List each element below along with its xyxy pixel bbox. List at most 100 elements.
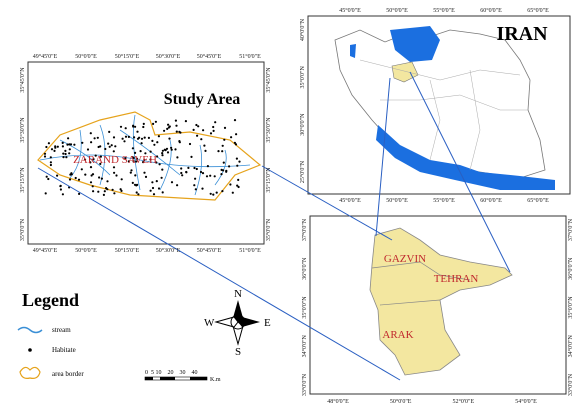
habitat-point (132, 160, 135, 163)
habitat-point (114, 145, 117, 148)
habitat-point (84, 173, 87, 176)
coordinate-label: 35°0'0"N (301, 296, 308, 319)
habitat-point (206, 165, 209, 168)
habitat-point (202, 129, 205, 132)
coordinate-label: 33°0'0"N (567, 373, 574, 396)
coordinate-label: 35°0'0"N (567, 296, 574, 319)
habitat-point (61, 141, 64, 144)
compass-s: S (235, 346, 241, 358)
habitat-point (143, 171, 146, 174)
habitat-point (54, 145, 57, 148)
habitat-point (147, 136, 150, 139)
habitat-point (170, 146, 173, 149)
habitat-point (104, 147, 107, 151)
province-borders (359, 59, 528, 171)
coordinate-label: 50°0'0"E (390, 398, 412, 405)
habitat-point (110, 144, 113, 147)
coordinate-label: 36°0'0"N (567, 257, 574, 280)
habitat-point (77, 178, 81, 181)
legend-item: Habitate (52, 346, 76, 354)
area-border (37, 111, 262, 201)
habitat-point (170, 181, 174, 184)
habitat-point (69, 143, 73, 146)
habitat-point (201, 172, 205, 175)
coordinate-label: 50°15'0"E (115, 53, 140, 60)
legend-item: stream (52, 326, 71, 334)
coordinate-label: 52°0'0"E (453, 398, 475, 405)
habitat-point (89, 132, 92, 135)
habitat-point (130, 169, 133, 172)
habitat-point (100, 177, 103, 180)
habitat-point (111, 188, 114, 191)
coordinate-label: 50°15'0"E (115, 247, 140, 254)
habitat-point (209, 174, 212, 177)
habitat-point (56, 145, 59, 148)
habitat-point (132, 125, 135, 128)
habitat-point (49, 156, 52, 159)
habitat-point (56, 174, 59, 177)
habitat-point (62, 156, 65, 159)
coordinate-label: 45°0'0"E (339, 7, 361, 14)
coordinate-label: 35°30'0"N (19, 117, 26, 143)
habitat-point (113, 192, 116, 195)
habitat-point (49, 163, 53, 167)
habitat-point (238, 160, 241, 163)
habitat-point (70, 172, 73, 175)
coordinate-label: 35°45'0"N (265, 67, 272, 93)
coordinate-label: 35°0'0"N (299, 66, 306, 89)
habitat-point (89, 161, 92, 164)
habitat-point (59, 185, 62, 188)
habitat-point (151, 139, 154, 142)
habitat-point (142, 125, 145, 129)
persian-gulf (376, 125, 555, 190)
habitat-point (68, 148, 71, 151)
habitat-point (212, 193, 215, 196)
habitat-point (204, 149, 207, 152)
coordinate-label: 50°45'0"E (197, 247, 222, 254)
coordinate-label: 50°30'0"E (156, 53, 181, 60)
compass-e: E (264, 317, 271, 329)
habitat-point (135, 160, 138, 163)
habitat-point (113, 171, 116, 174)
habitat-point (49, 161, 53, 164)
habitat-point (99, 162, 102, 165)
habitat-point (89, 181, 93, 184)
habitat-point (136, 137, 140, 140)
habitat-point (91, 173, 95, 176)
habitat-point (139, 150, 142, 153)
coordinate-label: 65°0'0"E (527, 197, 549, 204)
habitat-point (108, 130, 111, 133)
habitat-point (68, 178, 72, 181)
habitat-point (47, 142, 51, 145)
habitat-point (134, 151, 137, 154)
habitat-point (154, 120, 157, 123)
habitat-point (115, 174, 118, 177)
habitat-point (43, 155, 47, 158)
habitat-point (45, 175, 48, 178)
province-label: TEHRAN (434, 273, 479, 285)
habitat-point (108, 145, 111, 148)
scale-ticks: 0 5 10 20 30 40 (145, 370, 198, 376)
coordinate-label: 35°45'0"N (19, 67, 26, 93)
habitat-point (136, 183, 139, 186)
habitat-point (120, 178, 123, 181)
province-label: GAZVIN (384, 253, 426, 265)
province-borders-detail (371, 261, 471, 306)
habitat-point (184, 120, 187, 123)
habitat-point (220, 168, 223, 171)
legend-item: area border (52, 370, 84, 378)
habitat-point (134, 125, 137, 128)
habitat-point (142, 161, 145, 164)
habitat-point (175, 130, 178, 133)
habitat-point (106, 188, 109, 191)
habitat-point (209, 132, 213, 135)
habitat-point (119, 125, 123, 128)
habitat-point (155, 180, 158, 183)
axis-labels: 45°0'0"E 50°0'0"E 55°0'0"E 60°0'0"E 65°0'0"E… (19, 7, 574, 405)
habitat-point (68, 143, 71, 146)
habitat-point (140, 137, 144, 140)
habitat-point (53, 149, 56, 152)
habitat-point (221, 190, 224, 193)
habitat-point (45, 145, 48, 149)
habitat-point (90, 174, 93, 177)
